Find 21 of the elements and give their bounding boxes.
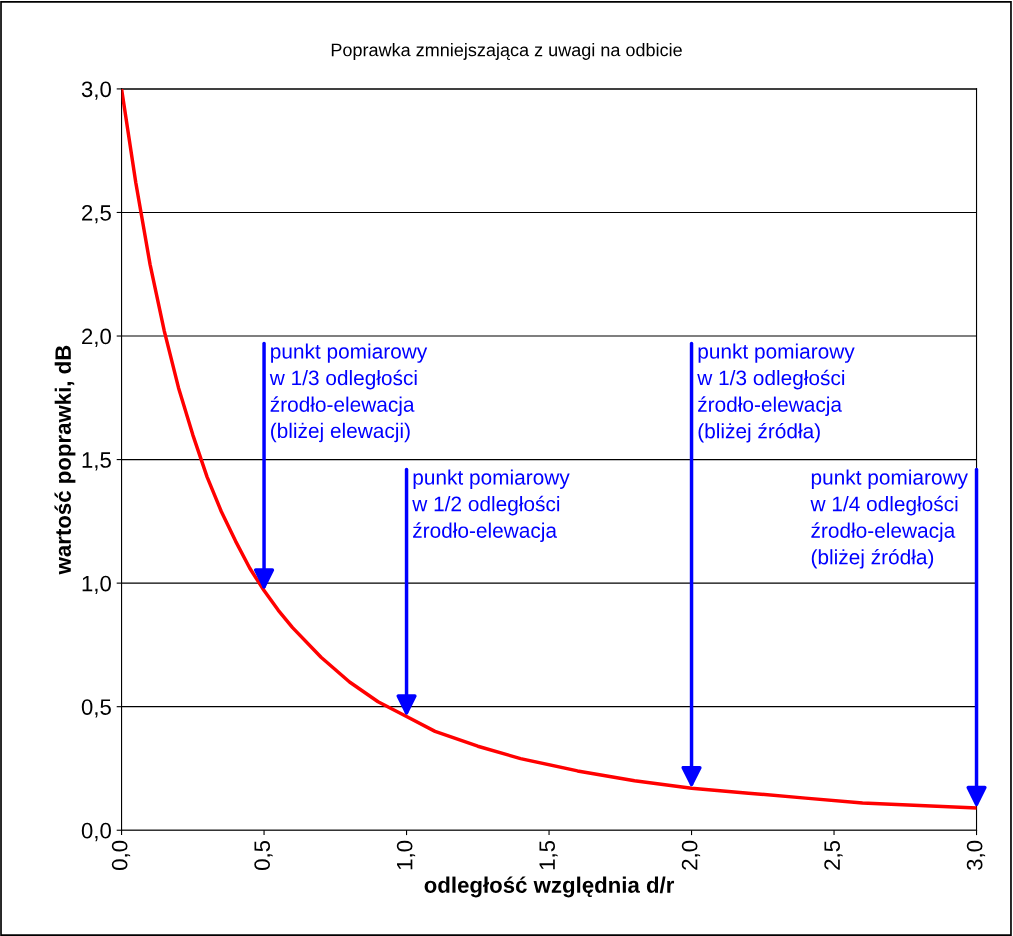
annotation: punkt pomiarowy w 1/4 odległości źrodło-elewacja (bliżej źródła): [810, 469, 968, 569]
y-tick-label: 0,5: [81, 699, 111, 718]
x-tick-label: 0,0: [111, 840, 131, 870]
y-tick-label: 0,0: [81, 822, 111, 842]
x-tick-label: 2,5: [824, 840, 843, 870]
chart-title: Poprawka zmniejszająca z uwagi na odbicie: [331, 43, 682, 60]
x-tick-label: 1,0: [396, 840, 416, 870]
annotation: punkt pomiarowy w 1/3 odległości źrodło-elewacja (bliżej elewacji): [269, 343, 428, 443]
y-tick-label: 2,0: [82, 328, 111, 347]
x-tick-label: 0,5: [254, 840, 273, 870]
y-tick-label: 3,0: [81, 81, 111, 100]
x-tick-label: 2,0: [681, 840, 701, 870]
x-tick-label: 1,5: [539, 840, 558, 870]
y-tick-label: 1,5: [82, 452, 111, 471]
annotation: punkt pomiarowy w 1/2 odległości źrodło-elewacja: [412, 469, 570, 543]
annotation: punkt pomiarowy w 1/3 odległości źrodło-elewacja (bliżej źródła): [697, 343, 855, 443]
y-tick-label: 1,0: [82, 575, 111, 595]
y-tick-label: 2,5: [82, 205, 111, 224]
x-tick-label: 3,0: [966, 840, 986, 870]
y-axis-title: wartość poprawki, dB: [54, 345, 76, 575]
x-axis-title: odległość względnia d/r: [424, 876, 675, 898]
